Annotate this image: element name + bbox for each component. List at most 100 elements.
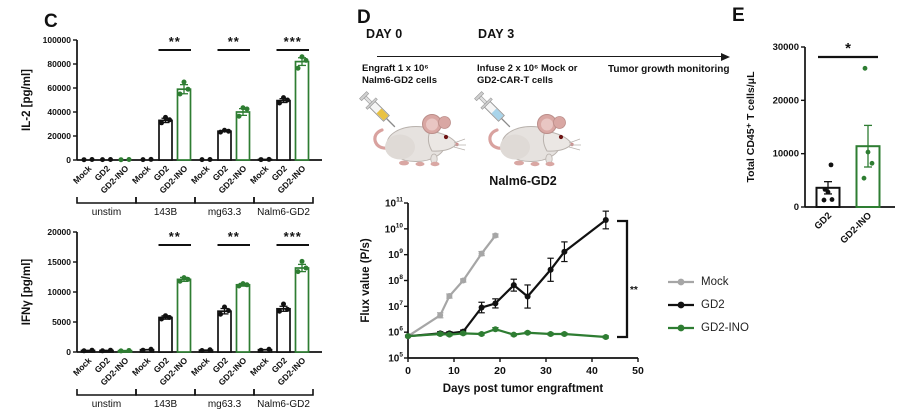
y-tick-label: 30000 [773, 42, 799, 53]
data-point [492, 326, 499, 333]
data-point [602, 333, 609, 340]
data-point [89, 347, 95, 353]
data-point [81, 348, 87, 354]
data-point [547, 266, 554, 273]
chart-title: Nalm6-GD2 [489, 174, 556, 188]
timeline-day3-title: DAY 3 [478, 27, 515, 41]
timeline-arrowhead-icon [721, 52, 730, 61]
data-point [100, 348, 105, 354]
significance-label: * [845, 40, 851, 57]
data-point [159, 316, 164, 322]
data-point [118, 348, 124, 354]
y-axis-title: Flux value (P/s) [360, 238, 372, 323]
data-point [547, 330, 554, 337]
cd45-bar-chart: 0 10000 20000 30000 Total CD45⁺ T cells/μL GD… [745, 40, 895, 246]
group-label: 143B [154, 399, 178, 410]
group-label: Nalm6-GD2 [257, 399, 310, 410]
data-point [281, 301, 286, 307]
mouse-day3-group [474, 91, 583, 168]
y-axis-title: Total CD45⁺ T cells/μL [745, 71, 757, 183]
data-point [226, 128, 231, 134]
y-tick-label: 100000 [43, 35, 72, 45]
flux-chart-legend: Mock GD2 GD2-INO [668, 274, 749, 343]
legend-swatch-icon [668, 278, 694, 285]
x-tick-label: Mock [248, 355, 271, 378]
bar [294, 60, 310, 161]
y-tick-label: 20000 [773, 95, 799, 106]
bar [117, 349, 133, 353]
bar [217, 310, 232, 353]
x-tick-label: Mock [130, 163, 153, 186]
data-point [446, 331, 453, 338]
data-point [821, 197, 827, 203]
data-point [207, 156, 213, 162]
significance-label: *** [284, 34, 302, 49]
data-point [869, 160, 875, 166]
legend-item-gd2-ino: GD2-INO [668, 320, 749, 335]
bar [257, 348, 273, 353]
y-tick-label: 108 [388, 274, 403, 287]
data-point [285, 306, 290, 312]
bar [198, 349, 214, 353]
data-point [492, 300, 499, 307]
legend-label: GD2 [701, 298, 725, 311]
bar [139, 348, 155, 353]
data-point [524, 293, 531, 300]
experiment-illustration [359, 91, 583, 168]
data-point [199, 348, 205, 353]
group-bracket [253, 197, 314, 204]
series-line [407, 234, 497, 338]
data-point [281, 95, 286, 101]
data-point [244, 282, 250, 288]
data-point [285, 97, 290, 103]
data-point [222, 127, 227, 133]
data-point [266, 156, 272, 162]
y-tick-label: 40000 [47, 107, 71, 117]
data-point [258, 157, 264, 163]
data-point [446, 293, 453, 300]
syringe-icon [474, 91, 511, 128]
significance-label: ** [169, 34, 181, 49]
group-bracket [194, 389, 255, 396]
data-point [177, 91, 183, 97]
data-point [226, 308, 231, 314]
data-point [862, 65, 868, 71]
data-point [244, 106, 250, 112]
data-point [140, 347, 146, 353]
data-point [140, 157, 146, 163]
x-tick-label: 10 [448, 365, 460, 377]
timeline-day0-title: DAY 0 [366, 27, 403, 41]
y-tick-label: 0 [66, 155, 71, 165]
series-line [407, 219, 607, 338]
data-point [602, 216, 609, 223]
bar [176, 278, 192, 353]
panel-c-label: C [44, 11, 58, 32]
data-point [148, 156, 154, 162]
data-point [240, 105, 246, 111]
syringe-icon [359, 91, 396, 128]
group-label: Nalm6-GD2 [257, 207, 310, 218]
bar [235, 111, 251, 161]
y-tick-label: 1011 [385, 197, 403, 210]
y-tick-label: 80000 [47, 59, 71, 69]
x-tick-label: GD2 [813, 210, 835, 232]
mouse-illustration [373, 112, 468, 168]
data-point [299, 258, 305, 264]
syringe-liquid [376, 108, 389, 121]
y-tick-label: 20000 [47, 131, 71, 141]
group-bracket [135, 197, 196, 204]
x-axis-title: Days post tumor engraftment [443, 383, 604, 395]
data-point [478, 250, 485, 257]
data-point [89, 157, 95, 163]
data-point [163, 313, 168, 319]
day3-desc-line2: GD2-CAR-T cells [477, 74, 554, 86]
data-point [236, 113, 242, 119]
y-tick-label: 5000 [52, 317, 71, 327]
y-tick-label: 107 [388, 300, 403, 313]
significance-label: ** [630, 285, 638, 296]
data-point [236, 283, 242, 289]
bar [99, 349, 114, 353]
data-point [81, 157, 87, 163]
data-point [303, 57, 309, 63]
